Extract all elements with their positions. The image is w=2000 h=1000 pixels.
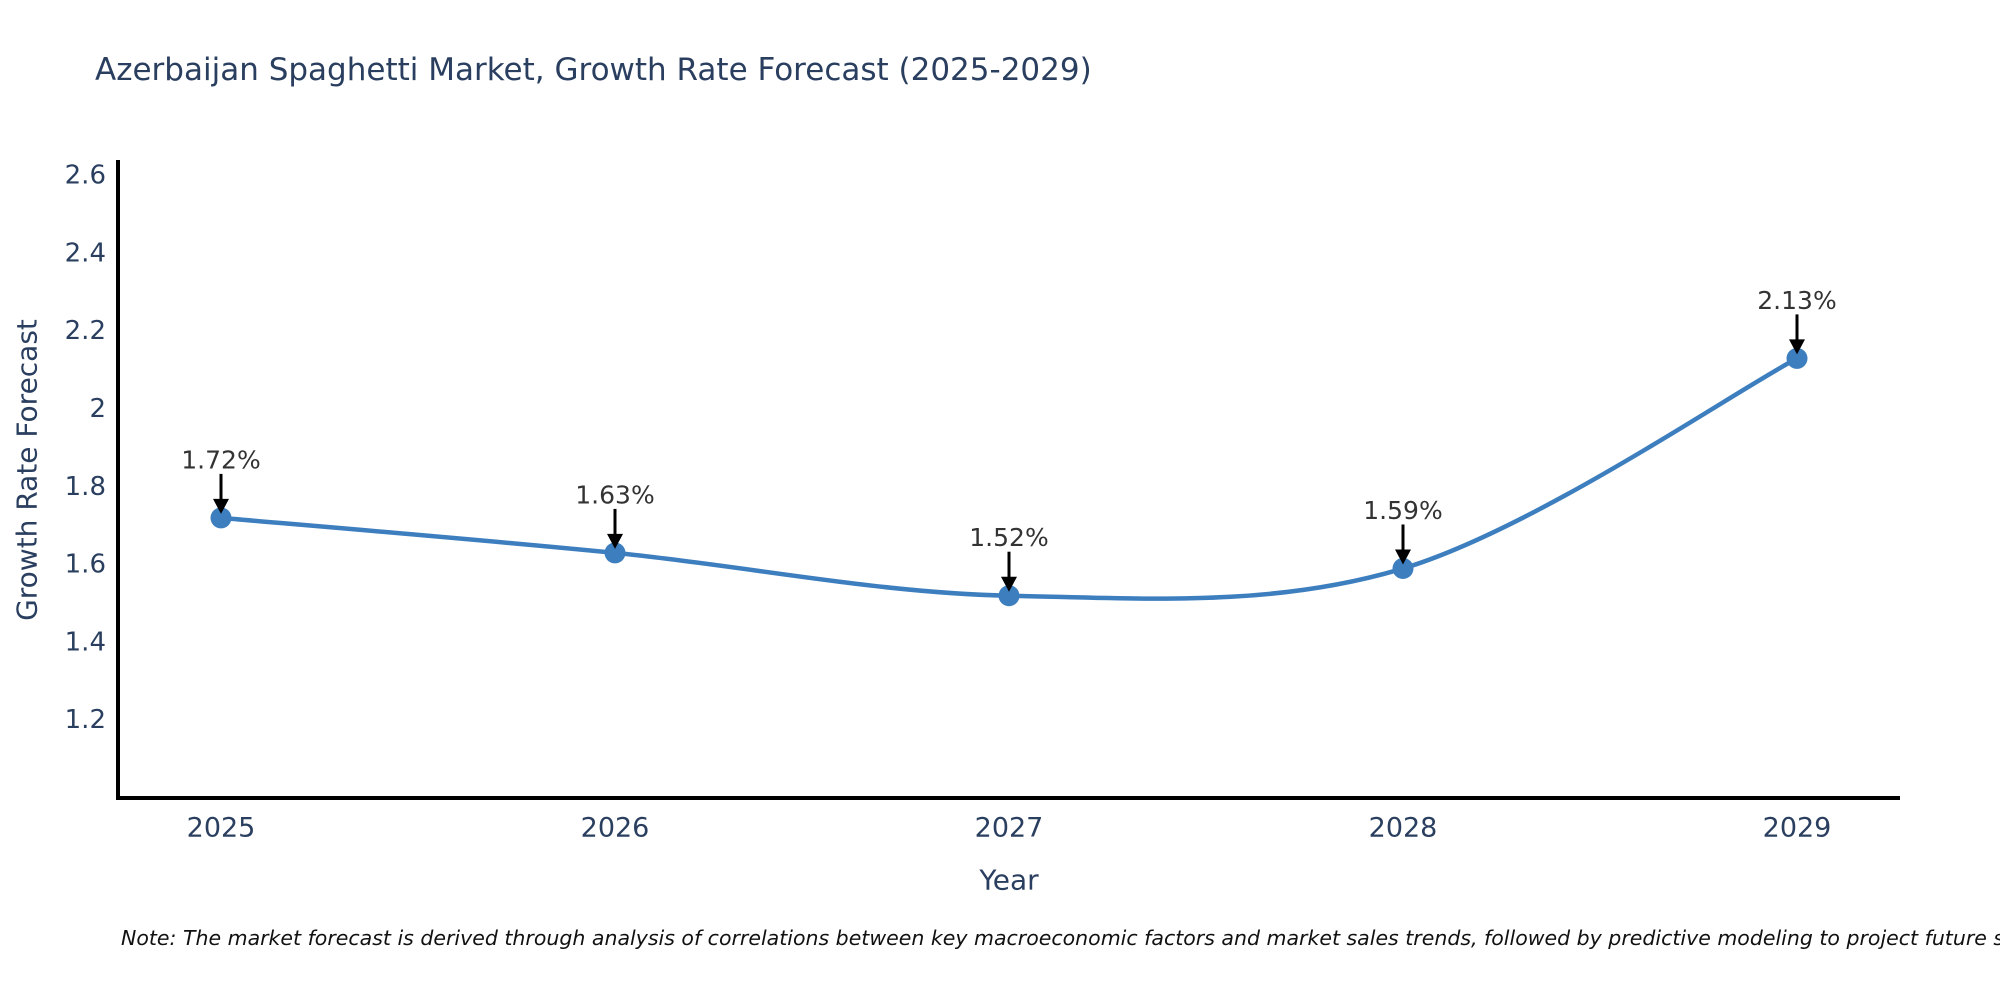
annotation-arrowhead [213, 498, 229, 514]
footnote: Note: The market forecast is derived thr… [121, 926, 2000, 950]
x-tick-label: 2025 [187, 813, 256, 844]
chart-title: Azerbaijan Spaghetti Market, Growth Rate… [95, 52, 1092, 88]
y-tick-label: 2 [89, 394, 106, 424]
y-tick-label: 2.4 [65, 238, 106, 268]
x-tick-label: 2029 [1763, 813, 1832, 844]
y-tick-label: 1.2 [65, 705, 106, 735]
y-tick-label: 1.4 [65, 627, 106, 657]
x-axis-title: Year [979, 863, 1039, 897]
y-tick-label: 2.2 [65, 316, 106, 346]
y-tick-label: 1.8 [65, 472, 106, 502]
y-tick-label: 1.6 [65, 550, 106, 580]
annotation-label: 2.13% [1757, 286, 1836, 315]
data-point-marker [1786, 347, 1808, 369]
x-tick-label: 2027 [975, 813, 1044, 844]
data-point-marker [210, 507, 232, 529]
x-tick-label: 2026 [581, 813, 650, 844]
annotation-arrowhead [1789, 339, 1805, 355]
annotation-arrowhead [1395, 549, 1411, 565]
annotation-arrowhead [1001, 576, 1017, 592]
annotation-label: 1.63% [575, 480, 654, 509]
x-tick-label: 2028 [1369, 813, 1438, 844]
annotation-label: 1.72% [181, 445, 260, 474]
annotation-label: 1.59% [1363, 496, 1442, 525]
y-tick-label: 2.6 [65, 161, 106, 191]
data-point-marker [998, 585, 1020, 607]
annotation-label: 1.52% [969, 523, 1048, 552]
data-point-marker [604, 542, 626, 564]
y-axis-title: Growth Rate Forecast [10, 319, 44, 621]
data-point-marker [1392, 557, 1414, 579]
annotation-arrowhead [607, 533, 623, 549]
